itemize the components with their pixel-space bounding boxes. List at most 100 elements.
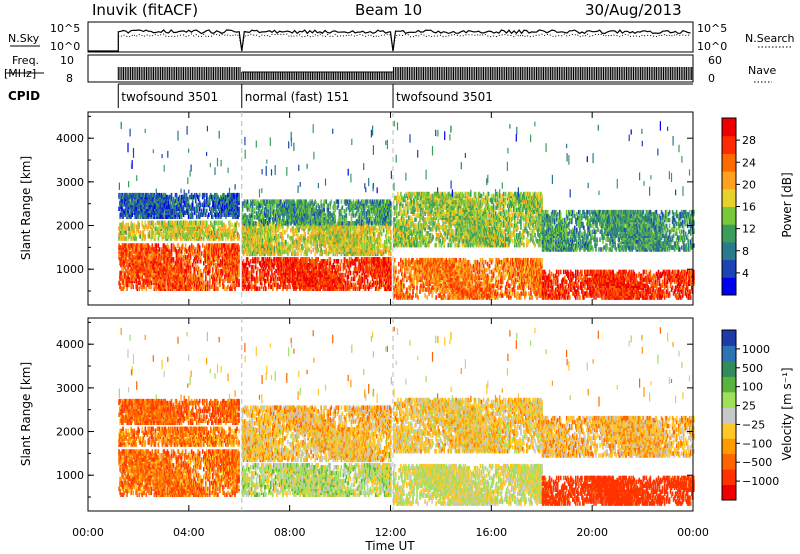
power-cell	[306, 264, 308, 270]
power-cell	[154, 234, 157, 239]
power-cell	[196, 232, 199, 237]
power-cell	[198, 192, 201, 198]
power-cell	[216, 286, 218, 291]
nsearch-top-tick: 10^5	[697, 22, 727, 35]
power-cell	[264, 268, 266, 274]
power-cell	[180, 245, 183, 250]
power-cell	[216, 210, 218, 215]
power-cell	[133, 192, 135, 198]
power-cell	[300, 280, 302, 286]
power-cell	[204, 249, 206, 254]
power-cell	[178, 206, 181, 212]
power-cell	[293, 257, 295, 262]
power-cell	[268, 282, 270, 288]
power-cell	[247, 270, 250, 276]
power-cell	[209, 284, 211, 290]
power-cell	[127, 194, 129, 200]
power-cell	[264, 261, 266, 266]
power-cell	[283, 280, 285, 286]
power-cell	[204, 208, 206, 214]
power-cell	[174, 210, 177, 215]
power-cell	[308, 286, 310, 291]
power-cell	[135, 243, 137, 248]
power-cell	[260, 257, 263, 262]
power-cell	[249, 259, 252, 264]
power-cell	[166, 243, 169, 248]
power-cell	[151, 210, 154, 215]
power-cell	[139, 234, 141, 239]
power-cell	[237, 200, 239, 206]
power-cell	[287, 276, 289, 282]
power-cell	[179, 202, 182, 208]
power-cell	[132, 192, 134, 198]
power-cell	[217, 232, 219, 237]
power-cell	[211, 230, 213, 235]
power-cell	[129, 251, 131, 256]
power-cell	[187, 236, 190, 241]
power-cell	[285, 257, 287, 262]
power-cell	[241, 286, 244, 291]
power-cell	[157, 249, 160, 254]
power-cell	[232, 210, 234, 215]
power-cell	[225, 243, 227, 248]
nsky-bottom-tick: 10^0	[50, 40, 80, 53]
power-cell	[137, 224, 139, 229]
power-cell	[197, 243, 200, 248]
power-cell	[214, 276, 216, 282]
power-cell	[131, 212, 133, 217]
power-cell	[226, 232, 228, 237]
power-cell	[216, 255, 218, 260]
power-cell	[131, 268, 133, 274]
power-cell	[251, 264, 254, 270]
power-cell	[253, 284, 256, 290]
power-cell	[204, 257, 206, 262]
power-cell	[123, 210, 125, 215]
power-cell	[286, 278, 288, 284]
power-cell	[227, 274, 229, 280]
power-cell	[228, 196, 230, 202]
power-cell	[171, 266, 174, 272]
power-cell	[176, 243, 179, 248]
power-cell	[122, 243, 124, 248]
power-cell	[313, 272, 315, 278]
power-cell	[215, 274, 217, 280]
power-cell	[212, 243, 214, 248]
power-cell	[122, 220, 124, 226]
power-cell	[189, 253, 192, 258]
power-cell	[236, 214, 238, 219]
power-cell	[169, 236, 172, 241]
power-cell	[200, 224, 203, 229]
power-cell	[275, 261, 277, 266]
power-cell	[178, 262, 181, 268]
power-cell	[184, 232, 187, 237]
power-cell	[141, 266, 143, 272]
power-cell	[173, 245, 176, 250]
power-cell	[285, 261, 287, 266]
power-cell	[217, 257, 219, 262]
power-cell	[231, 264, 233, 270]
power-cell	[149, 261, 152, 266]
power-cell	[206, 255, 208, 260]
power-cell	[229, 226, 231, 231]
power-cell	[234, 222, 236, 228]
power-cell	[157, 226, 160, 231]
power-cell	[122, 202, 124, 208]
power-cell	[189, 234, 192, 239]
power-cell	[176, 234, 179, 239]
power-cell	[148, 230, 151, 235]
power-cell	[143, 284, 146, 290]
power-cell	[119, 282, 121, 288]
power-cell	[163, 224, 166, 229]
power-cell	[163, 266, 166, 272]
power-cell	[176, 259, 179, 264]
power-cell	[155, 255, 158, 260]
power-cell	[217, 276, 219, 282]
power-cell	[158, 253, 161, 258]
power-cell	[180, 249, 183, 254]
power-cell	[125, 192, 127, 198]
power-cell	[191, 194, 194, 200]
power-cell	[165, 245, 168, 250]
power-cell	[159, 208, 162, 214]
power-cell	[148, 280, 151, 286]
power-cell	[121, 206, 123, 212]
